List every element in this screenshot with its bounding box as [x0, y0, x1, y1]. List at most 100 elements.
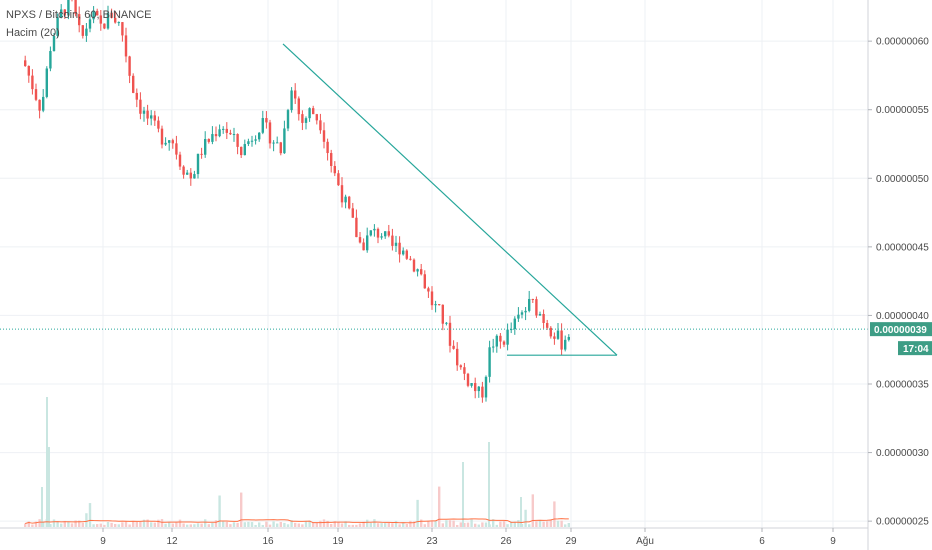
volume-bar — [420, 519, 423, 527]
volume-bar — [312, 522, 315, 527]
volume-bar — [279, 522, 282, 527]
candle-body — [38, 99, 41, 111]
candle-body — [301, 114, 304, 123]
candle-body — [549, 327, 552, 337]
x-tick-label: 9 — [100, 536, 106, 547]
volume-bar — [135, 521, 138, 527]
volume-bar — [308, 520, 311, 527]
y-tick-label: 0.00000025 — [876, 517, 929, 528]
volume-bar — [348, 524, 351, 527]
candle-body — [88, 19, 92, 29]
volume-bar — [106, 522, 110, 527]
candle-body — [340, 185, 344, 203]
candle-body — [416, 269, 419, 272]
candle-body — [171, 140, 174, 144]
candle-body — [376, 228, 380, 238]
volume-bar — [236, 522, 239, 527]
candle-body — [74, 0, 77, 15]
candle-body — [160, 128, 164, 145]
volume-bar — [384, 523, 387, 527]
volume-bar — [142, 519, 146, 527]
volume-bar — [38, 519, 41, 527]
volume-bar — [276, 523, 279, 527]
candle-body — [441, 304, 444, 324]
candle-body — [556, 330, 560, 339]
volume-bar — [160, 519, 164, 527]
volume-bar — [70, 523, 74, 527]
volume-bar — [366, 519, 369, 527]
volume-bar — [463, 522, 466, 527]
volume-bar — [510, 521, 513, 527]
candle-body — [308, 108, 311, 119]
y-tick-label: 0.00000045 — [876, 242, 929, 253]
candle-body — [240, 146, 243, 156]
candle-body — [492, 346, 495, 348]
volume-bar — [132, 521, 135, 527]
y-tick-label: 0.00000050 — [876, 174, 929, 185]
candle-body — [182, 166, 185, 175]
volume-bar — [337, 521, 340, 527]
candle-body — [103, 23, 106, 29]
volume-bar — [128, 524, 131, 527]
candle-body — [124, 35, 128, 57]
volume-bar — [380, 523, 383, 527]
candle-body — [214, 134, 218, 137]
volume-bar — [290, 520, 293, 527]
candle-body — [286, 110, 290, 129]
volume-bar — [549, 519, 552, 527]
candle-body — [290, 90, 293, 111]
candle-body — [463, 367, 466, 374]
candle-body — [474, 383, 477, 392]
volume-bar — [92, 524, 95, 527]
volume-bar — [351, 524, 354, 527]
candle-body — [495, 335, 498, 347]
x-tick-label: 19 — [332, 536, 344, 547]
candle-body — [510, 329, 513, 331]
volume-bar — [394, 520, 398, 527]
volume-bar — [462, 462, 464, 527]
volume-bar — [250, 522, 254, 527]
volume-bar — [322, 519, 326, 527]
volume-bar — [182, 523, 185, 527]
volume-bar — [157, 519, 160, 527]
candle-body — [312, 108, 315, 115]
candle-body — [409, 258, 412, 260]
volume-bar — [546, 521, 549, 527]
candle-body — [56, 17, 59, 36]
volume-bar — [567, 523, 570, 527]
candle-body — [211, 134, 214, 142]
candle-body — [517, 314, 520, 319]
candle-body — [513, 318, 516, 330]
candle-body — [218, 129, 221, 137]
candle-body — [380, 236, 383, 238]
candle-body — [542, 313, 545, 323]
volume-bar — [67, 522, 70, 527]
candle-body — [535, 299, 538, 316]
volume-bar — [222, 521, 225, 527]
volume-bar — [513, 521, 516, 527]
volume-bar — [376, 523, 380, 527]
volume-bar — [344, 521, 347, 527]
volume-bar — [560, 520, 563, 527]
volume-bar — [297, 523, 300, 527]
price-badge-value: 0.00000039 — [874, 325, 927, 336]
x-tick-label: 26 — [500, 536, 512, 547]
candle-body — [294, 90, 297, 99]
volume-bar — [258, 522, 261, 527]
volume-bar — [402, 522, 405, 527]
volume-bar — [459, 522, 462, 527]
volume-bar — [283, 522, 286, 527]
volume-bar — [438, 486, 441, 527]
volume-bar — [528, 524, 531, 527]
volume-bar — [369, 523, 372, 527]
volume-bar — [553, 501, 556, 527]
volume-bar — [466, 522, 470, 527]
candle-body — [373, 228, 376, 231]
price-badge: 0.00000039 17:04 — [870, 322, 932, 356]
volume-bar — [286, 524, 290, 527]
candle-body — [222, 128, 225, 130]
volume-bar — [492, 519, 495, 527]
candle-body — [276, 142, 279, 144]
volume-bar — [225, 521, 228, 527]
